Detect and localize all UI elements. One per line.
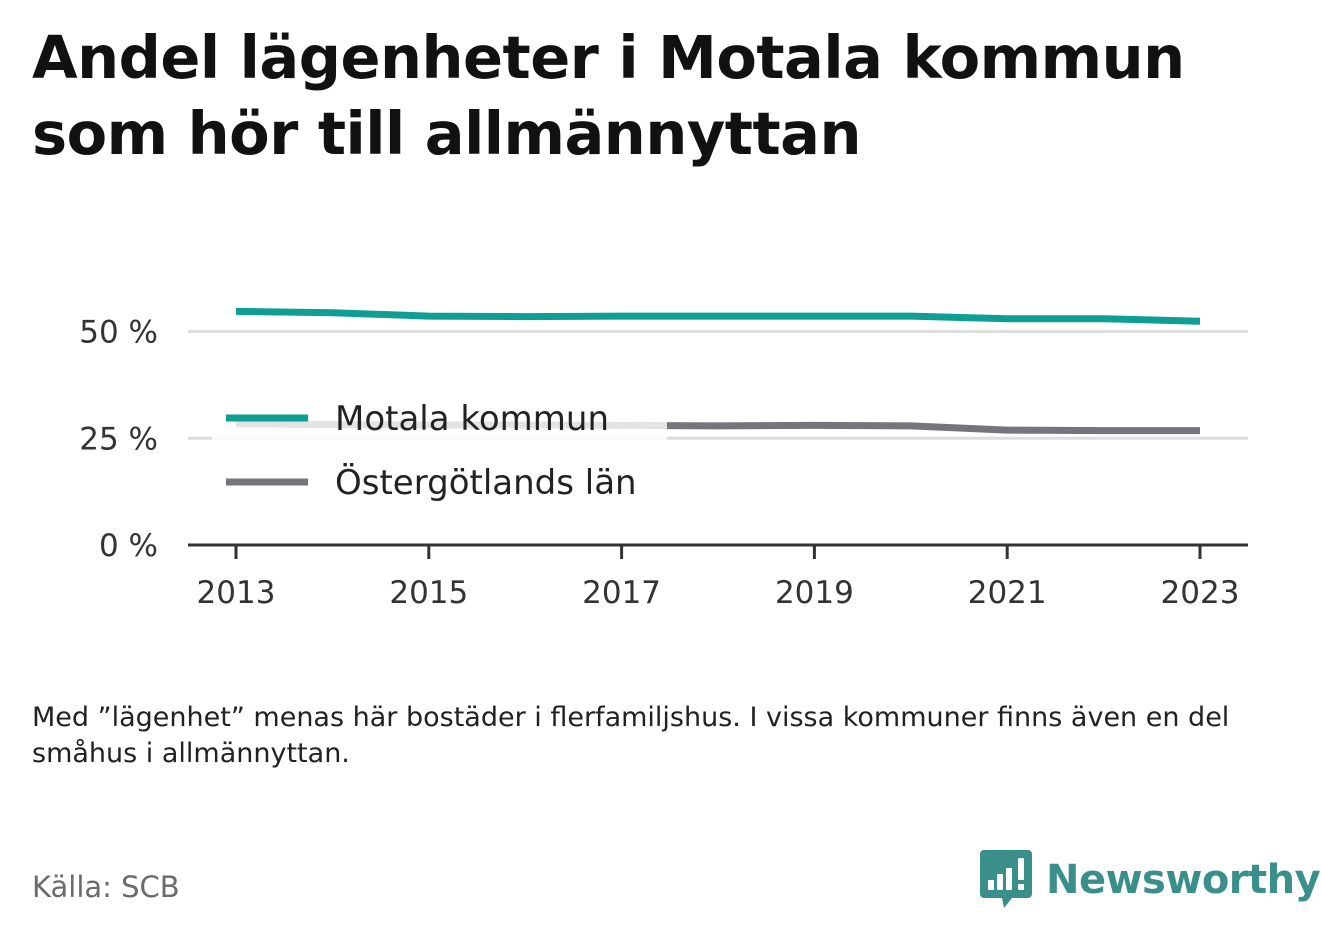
brand-name: Newsworthy: [1046, 857, 1321, 903]
y-tick-label: 0 %: [99, 528, 158, 564]
y-tick-label: 25 %: [79, 421, 158, 457]
chart-title: Andel lägenheter i Motala kommun som hör…: [32, 23, 1185, 168]
legend-background: [212, 393, 667, 519]
y-axis-ticks: 0 % 25 % 50 %: [79, 315, 158, 565]
newsworthy-logo-icon: [980, 850, 1032, 908]
brand-logo[interactable]: Newsworthy: [980, 850, 1321, 910]
y-tick-label: 50 %: [79, 315, 158, 351]
line-chart: 2013 2015 2017 2019 2021 2023 0 % 25 % 50 % Mot…: [79, 307, 1248, 611]
source-label: Källa: SCB: [32, 870, 180, 904]
x-tick-label: 2019: [775, 575, 854, 611]
chart-note: Med ”lägenhet” menas här bostäder i fler…: [32, 702, 1230, 769]
x-tick-label: 2015: [389, 575, 468, 611]
x-tick-label: 2021: [968, 575, 1047, 611]
x-tick-label: 2013: [197, 575, 276, 611]
series-line-motala-kommun: [235, 307, 1201, 325]
legend-label: Östergötlands län: [335, 462, 637, 503]
x-tick-label: 2017: [582, 575, 661, 611]
x-tick-label: 2023: [1161, 575, 1240, 611]
legend-label: Motala kommun: [335, 399, 609, 439]
legend: Motala kommun Östergötlands län: [212, 393, 667, 519]
x-axis: 2013 2015 2017 2019 2021 2023: [188, 543, 1248, 611]
